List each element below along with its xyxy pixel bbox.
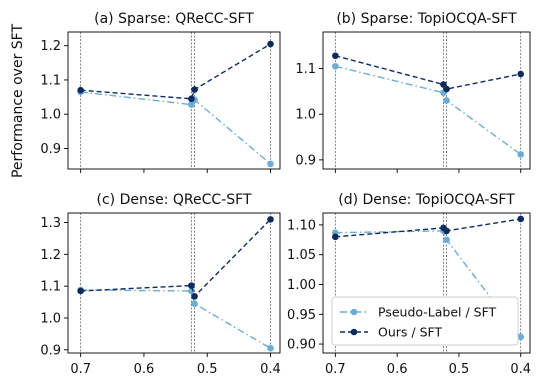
panel-1: (a) Sparse: QReCC-SFT 0.9 1.0 1.1 1.2: [40, 11, 281, 173]
y-tick-label: 1.1: [40, 73, 61, 88]
data-point-pseudo: [517, 333, 525, 341]
legend: Pseudo-Label / SFT Ours / SFT: [331, 296, 519, 346]
y-axis-label: Performance over SFT: [10, 24, 26, 179]
data-point-pseudo: [188, 101, 195, 108]
y-tick-label: 1.2: [40, 248, 61, 263]
plot-frame: [67, 212, 281, 354]
plot-frame: [322, 212, 531, 354]
x-tick-label: 0.7: [325, 362, 346, 376]
series-line-ours: [80, 43, 271, 100]
y-tick-label: 0.9: [295, 153, 316, 168]
data-point-ours: [188, 95, 195, 103]
panel-title: (b) Sparse: TopiOCQA-SFT: [336, 11, 517, 27]
data-point-ours: [191, 293, 198, 300]
legend-label-ours: Ours / SFT: [378, 325, 442, 340]
y-tick-label: 1.10: [287, 218, 316, 233]
panel-4: (d) Dense: TopiOCQA-SFT 0.90 0.95 1.00 1.05 1…: [287, 192, 531, 376]
y-tick-label: 1.1: [40, 280, 61, 295]
x-tick-label: 0.6: [387, 362, 408, 376]
data-point-ours: [332, 233, 339, 241]
x-tick-label: 0.5: [449, 362, 470, 376]
series-line-pseudo: [80, 289, 271, 349]
x-tick-label: 0.4: [510, 362, 531, 376]
data-point-ours: [267, 216, 274, 223]
data-point-pseudo: [443, 236, 450, 244]
data-point-pseudo: [332, 62, 339, 70]
y-tick-label: 1.0: [40, 108, 61, 123]
y-tick-label: 1.3: [40, 216, 61, 231]
series-line-pseudo: [335, 65, 522, 155]
data-point-ours: [77, 287, 84, 295]
series-line-ours: [335, 218, 521, 238]
plot-frame: [322, 31, 531, 170]
panel-title: (a) Sparse: QReCC-SFT: [94, 11, 254, 27]
series-line-pseudo: [335, 230, 522, 338]
y-tick-label: 1.1: [295, 62, 316, 77]
panel-3: (c) Dense: QReCC-SFT 0.9 1.0 1.1 1.2 1.3 0.7 0.…: [40, 192, 281, 376]
panel-title: (d) Dense: TopiOCQA-SFT: [338, 192, 515, 208]
data-point-ours: [77, 86, 84, 94]
plot-frame: [67, 31, 281, 170]
y-tick-label: 1.0: [295, 108, 316, 123]
data-point-pseudo: [191, 300, 198, 307]
data-point-pseudo: [267, 344, 274, 352]
y-tick-label: 0.90: [287, 338, 316, 353]
data-point-ours: [443, 85, 450, 93]
legend-marker-ours: [350, 328, 358, 336]
data-point-ours: [332, 52, 339, 60]
series-line-ours: [335, 55, 521, 90]
data-point-pseudo: [517, 151, 525, 158]
y-tick-label: 1.2: [40, 39, 61, 54]
x-tick-label: 0.7: [70, 362, 91, 376]
panel-2: (b) Sparse: TopiOCQA-SFT 0.9 1.0 1.1: [295, 11, 531, 173]
x-tick-label: 0.5: [197, 362, 218, 376]
x-tick-label: 0.6: [134, 362, 155, 376]
y-tick-label: 1.0: [40, 312, 61, 327]
data-point-ours: [188, 282, 195, 289]
y-tick-label: 1.05: [287, 248, 316, 263]
x-tick-label: 0.4: [260, 362, 281, 376]
y-tick-label: 0.9: [40, 343, 61, 358]
data-point-ours: [517, 215, 525, 223]
legend-box: [331, 296, 519, 346]
y-tick-label: 0.9: [40, 142, 61, 157]
legend-label-pseudo: Pseudo-Label / SFT: [378, 305, 497, 320]
data-point-ours: [267, 40, 274, 48]
panel-title: (c) Dense: QReCC-SFT: [97, 192, 252, 208]
data-point-pseudo: [443, 97, 450, 104]
data-point-ours: [443, 227, 450, 235]
y-tick-label: 1.00: [287, 278, 316, 293]
series-line-ours: [80, 218, 272, 298]
data-point-ours: [517, 70, 525, 78]
y-tick-label: 0.95: [287, 308, 316, 323]
legend-marker-pseudo: [350, 308, 358, 316]
data-point-pseudo: [267, 160, 274, 168]
series-line-pseudo: [80, 91, 271, 165]
data-point-ours: [191, 86, 198, 93]
